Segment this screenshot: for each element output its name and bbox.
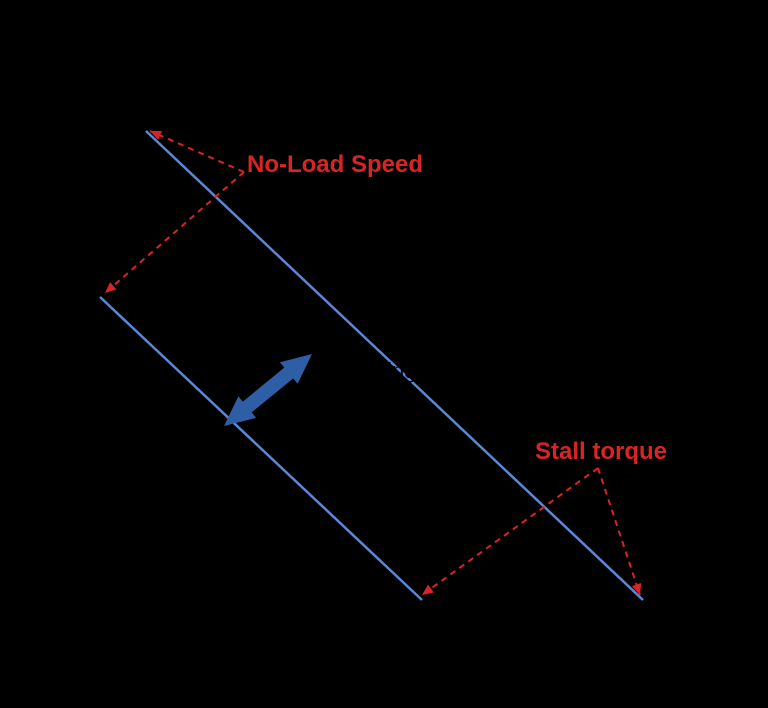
no-load-speed-label: No-Load Speed (247, 151, 423, 179)
motor-curve-diagram: Speed Torque T No-Load Speed Stall torqu… (0, 0, 768, 708)
stall-torque-label: Stall torque (535, 438, 667, 466)
increasing-voltage-label: IncreasingVoltage (315, 358, 417, 410)
svg-plot (0, 0, 768, 708)
curve-low-voltage (100, 297, 422, 600)
voltage-shift-arrow (224, 354, 312, 426)
y-axis-label: Speed (50, 302, 81, 380)
no-load-speed-arrow (105, 172, 244, 293)
no-load-speed-arrow (150, 131, 244, 172)
x-axis-label: Torque T (330, 640, 439, 671)
